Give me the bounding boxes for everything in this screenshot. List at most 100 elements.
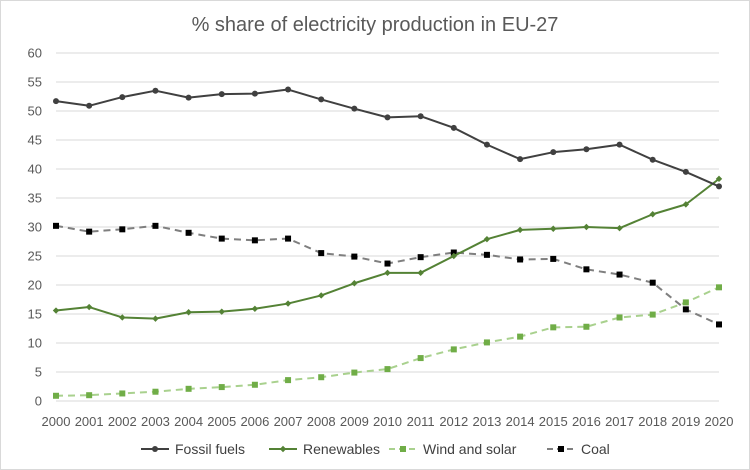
- data-point: [417, 269, 424, 277]
- data-point: [384, 269, 391, 277]
- data-point: [616, 314, 623, 321]
- data-point: [285, 235, 292, 242]
- data-point: [318, 292, 325, 299]
- data-point: [251, 90, 258, 97]
- data-point: [483, 141, 490, 148]
- data-point: [682, 306, 689, 313]
- data-point: [417, 113, 424, 120]
- data-point: [384, 366, 391, 373]
- data-point: [218, 308, 225, 315]
- data-point: [285, 377, 292, 384]
- data-point: [351, 253, 358, 260]
- x-tick-label: 2015: [539, 414, 568, 429]
- y-tick-label: 25: [28, 249, 42, 264]
- data-point: [85, 303, 93, 311]
- x-tick-label: 2005: [207, 414, 236, 429]
- data-point: [318, 96, 325, 103]
- data-point: [152, 388, 159, 395]
- data-point: [86, 228, 93, 235]
- x-tick-label: 2020: [705, 414, 734, 429]
- y-tick-label: 5: [35, 365, 42, 380]
- data-point: [583, 146, 590, 153]
- data-point: [682, 201, 690, 208]
- data-point: [517, 256, 524, 263]
- data-point: [53, 392, 59, 399]
- data-point: [682, 168, 689, 175]
- legend-item: Renewables: [269, 441, 380, 457]
- data-point: [483, 339, 490, 346]
- y-tick-label: 45: [28, 133, 42, 148]
- data-point: [649, 211, 656, 218]
- data-point: [318, 250, 325, 257]
- legend: Fossil fuels Renewables Wind and solar Coal: [141, 441, 610, 457]
- data-point: [284, 300, 292, 307]
- x-tick-label: 2011: [407, 414, 435, 429]
- legend-label: Renewables: [303, 441, 380, 457]
- data-point: [450, 249, 457, 256]
- legend-label: Wind and solar: [423, 441, 517, 457]
- data-point: [616, 271, 623, 278]
- series-fossil-fuels: [53, 86, 722, 190]
- data-point: [251, 305, 259, 312]
- x-tick-label: 2016: [572, 414, 601, 429]
- series-lines: [52, 86, 723, 399]
- series-renewables: [52, 175, 723, 322]
- data-point: [152, 315, 159, 322]
- x-tick-label: 2009: [340, 414, 369, 429]
- data-point: [715, 175, 723, 183]
- data-point: [649, 156, 656, 163]
- data-point: [251, 381, 258, 388]
- data-point: [450, 252, 457, 260]
- data-point: [285, 86, 292, 93]
- x-tick-label: 2012: [439, 414, 468, 429]
- legend-marker: [400, 446, 406, 452]
- data-point: [649, 311, 656, 318]
- x-tick-label: 2010: [373, 414, 402, 429]
- data-point: [218, 91, 225, 98]
- x-tick-label: 2008: [307, 414, 336, 429]
- data-point: [86, 392, 93, 399]
- x-tick-label: 2019: [671, 414, 700, 429]
- data-point: [53, 222, 59, 229]
- data-point: [583, 266, 590, 273]
- data-point: [86, 102, 93, 109]
- data-point: [417, 355, 424, 362]
- legend-marker: [558, 446, 564, 452]
- data-point: [351, 280, 358, 287]
- data-point: [384, 260, 391, 267]
- data-point: [616, 141, 623, 148]
- data-point: [53, 98, 59, 105]
- series-line: [55, 88, 720, 188]
- data-point: [152, 222, 159, 229]
- y-tick-label: 55: [28, 75, 42, 90]
- data-point: [550, 225, 557, 232]
- x-tick-label: 2017: [605, 414, 634, 429]
- data-point: [550, 149, 557, 156]
- data-point: [649, 279, 656, 286]
- data-point: [185, 309, 192, 316]
- series-line: [55, 178, 720, 320]
- data-point: [185, 385, 192, 392]
- series-wind-and-solar: [53, 284, 722, 399]
- y-tick-label: 40: [28, 162, 42, 177]
- data-point: [152, 87, 159, 94]
- data-point: [119, 314, 126, 321]
- data-point: [185, 94, 192, 101]
- data-point: [583, 223, 590, 231]
- y-tick-label: 30: [28, 220, 42, 235]
- legend-label: Fossil fuels: [175, 441, 245, 457]
- chart-title: % share of electricity production in EU-…: [192, 14, 559, 36]
- x-tick-label: 2007: [274, 414, 303, 429]
- data-point: [119, 390, 126, 397]
- x-tick-label: 2002: [108, 414, 137, 429]
- legend-item: Coal: [547, 441, 610, 457]
- x-tick-label: 2018: [638, 414, 667, 429]
- x-tick-label: 2013: [472, 414, 501, 429]
- x-tick-label: 2004: [174, 414, 203, 429]
- y-tick-label: 35: [28, 191, 42, 206]
- data-point: [616, 224, 623, 232]
- data-point: [517, 156, 524, 163]
- x-axis-ticks: 2000 2001 2002 2003 2004 2005 2006 2007 2008 2009…: [42, 414, 734, 429]
- legend-marker: [279, 445, 287, 453]
